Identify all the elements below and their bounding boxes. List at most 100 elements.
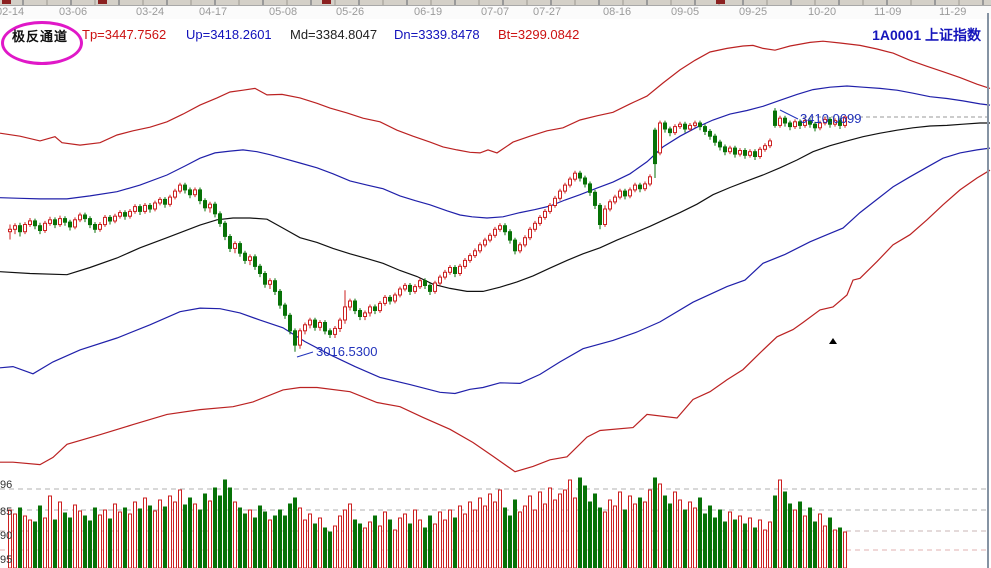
indicator-name-label[interactable]: 极反通道 — [12, 29, 69, 44]
candle-body — [268, 280, 272, 285]
price-annotation: 3016.5300 — [316, 344, 377, 359]
candle-body — [178, 184, 182, 192]
volume-bar — [798, 501, 802, 568]
volume-bar — [243, 513, 247, 568]
volume-bar — [433, 523, 437, 568]
candle-body — [443, 271, 447, 278]
candle-body — [583, 177, 587, 185]
candle-body — [633, 184, 637, 191]
candle-body — [38, 225, 42, 231]
candle-body — [608, 201, 612, 210]
volume-bar — [298, 507, 302, 568]
candle-body — [343, 306, 347, 321]
indicator-value-md: Md=3384.8047 — [290, 27, 378, 42]
volume-bar — [348, 503, 352, 568]
indicator-header: 极反通道 Tp=3447.7562 Up=3418.2601 Md=3384.8… — [0, 19, 991, 65]
volume-bar — [553, 499, 557, 568]
symbol-label[interactable]: 1A0001 上证指数 — [872, 27, 981, 43]
volume-bar — [358, 523, 362, 568]
volume-bar — [288, 503, 292, 568]
candle-body — [663, 122, 667, 130]
candle-body — [358, 310, 362, 317]
date-tick-label: 02-14 — [0, 6, 25, 18]
volume-bar — [548, 487, 552, 568]
date-tick-label: 05-08 — [269, 6, 298, 18]
candle-body — [8, 228, 12, 233]
candle-body — [668, 128, 672, 134]
volume-bar — [398, 517, 402, 568]
volume-bar — [368, 521, 372, 568]
candle-body — [813, 123, 817, 129]
toolbar-icon[interactable] — [322, 0, 331, 4]
volume-bar — [618, 491, 622, 568]
volume-bar — [568, 479, 572, 568]
volume-bar — [508, 515, 512, 568]
candle-body — [448, 267, 452, 273]
volume-bar — [608, 499, 612, 568]
volume-bar — [628, 495, 632, 568]
candle-body — [78, 214, 82, 221]
volume-bar — [273, 515, 277, 568]
date-tick-label: 06-19 — [414, 6, 443, 18]
candle-body — [683, 123, 687, 130]
candle-body — [88, 218, 92, 226]
volume-bar — [448, 509, 452, 568]
annotation-pointer — [296, 351, 314, 358]
volume-bar — [168, 495, 172, 568]
candle-body — [828, 118, 832, 125]
candle-body — [398, 288, 402, 296]
toolbar-icon[interactable] — [98, 0, 107, 4]
candle-body — [368, 306, 372, 314]
volume-bar — [753, 527, 757, 568]
volume-bar — [383, 511, 387, 568]
volume-bar — [733, 519, 737, 568]
volume-bar — [218, 495, 222, 568]
candle-body — [243, 252, 247, 261]
volume-bar — [403, 513, 407, 568]
candle-body — [318, 322, 322, 328]
volume-bar — [148, 505, 152, 568]
candle-body — [723, 146, 727, 153]
candle-body — [718, 141, 722, 148]
volume-bar — [443, 519, 447, 568]
volume-bar — [323, 527, 327, 568]
candle-body — [83, 214, 87, 220]
volume-bar — [103, 509, 107, 568]
volume-bar — [503, 507, 507, 568]
candle-body — [133, 206, 137, 212]
candle-body — [163, 198, 167, 205]
volume-bar — [133, 501, 137, 568]
volume-bar — [488, 493, 492, 568]
candle-body — [393, 294, 397, 302]
volume-axis-label: 85 — [0, 506, 12, 518]
volume-bar — [23, 515, 27, 568]
candle-body — [673, 126, 677, 134]
candle-body — [23, 224, 27, 233]
volume-bar — [388, 519, 392, 568]
candle-body — [298, 330, 302, 346]
candle-body — [793, 121, 797, 128]
volume-bar — [93, 507, 97, 568]
candle-body — [573, 172, 577, 180]
candle-body — [513, 239, 517, 252]
candle-body — [283, 304, 287, 316]
volume-bar — [648, 489, 652, 568]
candle-body — [158, 198, 162, 204]
candle-body — [438, 276, 442, 284]
candle-body — [303, 324, 307, 332]
volume-bar — [373, 515, 377, 568]
volume-bar — [438, 511, 442, 568]
candle-body — [203, 200, 207, 209]
volume-bar — [138, 508, 142, 568]
candle-body — [523, 237, 527, 246]
volume-bar — [543, 503, 547, 568]
toolbar-icon[interactable] — [716, 0, 725, 4]
candle-body — [638, 184, 642, 190]
toolbar-remnant[interactable] — [0, 0, 991, 6]
candle-body — [373, 306, 377, 311]
toolbar-icon[interactable] — [2, 0, 11, 4]
channel-line-bt — [0, 169, 991, 473]
volume-bar — [688, 501, 692, 568]
candle-body — [258, 265, 262, 274]
